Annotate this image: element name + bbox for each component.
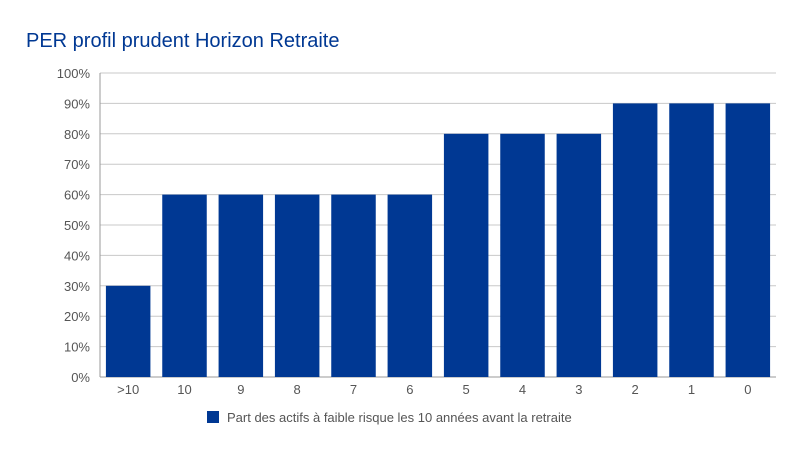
x-tick-label: 6 <box>406 382 413 397</box>
bar-series <box>105 103 771 378</box>
y-tick-label: 50% <box>64 218 90 233</box>
y-tick-label: 100% <box>57 66 91 81</box>
legend: Part des actifs à faible risque les 10 a… <box>207 410 572 425</box>
bar <box>162 194 207 377</box>
x-tick-label: 3 <box>575 382 582 397</box>
bar <box>669 103 714 378</box>
chart-title: PER profil prudent Horizon Retraite <box>26 30 339 52</box>
bar <box>274 194 320 377</box>
y-tick-label: 90% <box>64 96 90 111</box>
x-tick-label: 1 <box>688 382 695 397</box>
bar <box>612 103 658 378</box>
y-tick-label: 20% <box>64 309 90 324</box>
x-axis-tick-labels: >10 10 9 8 7 6 5 4 3 2 1 0 <box>117 382 751 397</box>
legend-label: Part des actifs à faible risque les 10 a… <box>227 410 572 425</box>
x-tick-label: 8 <box>294 382 301 397</box>
x-tick-label: 5 <box>463 382 470 397</box>
y-tick-label: 10% <box>64 340 90 355</box>
legend-swatch <box>207 411 219 423</box>
x-tick-label: 2 <box>632 382 639 397</box>
bar <box>331 194 376 377</box>
y-tick-label: 70% <box>64 157 90 172</box>
x-tick-label: 7 <box>350 382 357 397</box>
y-tick-label: 40% <box>64 248 90 263</box>
bar <box>556 133 602 377</box>
bar <box>443 133 489 377</box>
x-tick-label: 4 <box>519 382 526 397</box>
bar <box>387 194 433 377</box>
y-tick-label: 80% <box>64 127 90 142</box>
x-tick-label: 9 <box>237 382 244 397</box>
gridlines <box>99 72 776 378</box>
x-tick-label: 10 <box>177 382 191 397</box>
y-tick-label: 0% <box>71 370 90 385</box>
x-tick-label: >10 <box>117 382 139 397</box>
bar <box>725 103 771 378</box>
x-tick-label: 0 <box>744 382 751 397</box>
y-tick-label: 30% <box>64 279 90 294</box>
bar <box>218 194 264 377</box>
bar <box>105 285 151 377</box>
y-axis-tick-labels: 0% 10% 20% 30% 40% 50% 60% 70% 80% 90% 100% <box>57 66 91 385</box>
y-tick-label: 60% <box>64 188 90 203</box>
bar <box>500 133 545 377</box>
